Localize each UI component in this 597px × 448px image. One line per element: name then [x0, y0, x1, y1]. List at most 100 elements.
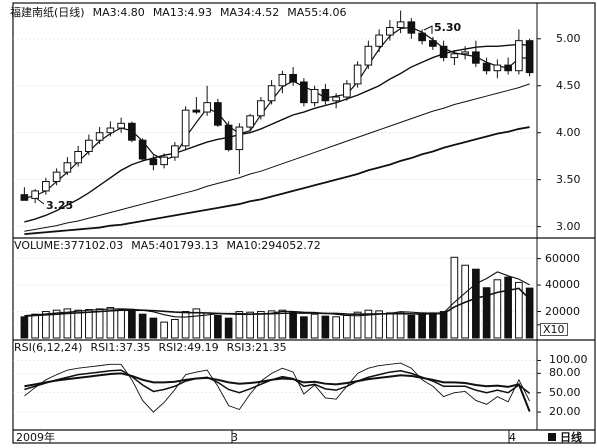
candle-up — [95, 132, 104, 141]
rsi-header: RSI(6,12,24) RSI1:37.35 RSI2:49.19 RSI3:21.… — [14, 342, 295, 354]
volume-bar-up — [343, 315, 351, 339]
volume-ma5-line — [24, 271, 530, 318]
volume-bar-up — [267, 310, 276, 339]
candle-up — [375, 34, 383, 47]
rsi-tick-label: 80.00 — [549, 366, 581, 380]
volume-ma10-line — [24, 287, 531, 317]
candle-down — [429, 40, 437, 47]
volume-bar-down — [300, 316, 308, 339]
volume-tick-label: 60000 — [545, 251, 580, 265]
volume-bar-up — [386, 312, 394, 339]
candle-up — [257, 100, 265, 117]
volume-bar-up — [160, 321, 168, 339]
volume-tick-label: 20000 — [545, 304, 580, 318]
volume-bar-up — [310, 313, 319, 339]
candle-up — [332, 96, 340, 102]
volume-bar-up — [450, 256, 459, 339]
candle-down — [138, 139, 147, 160]
candle-up — [353, 64, 362, 85]
vol-ma10-readout: MA10:294052.72 — [226, 239, 321, 252]
candle-up — [396, 21, 405, 29]
volume-bar-up — [353, 311, 362, 339]
candle-up — [310, 88, 319, 104]
candle-down — [525, 40, 534, 74]
volume-bar-down — [321, 315, 330, 339]
candle-down — [300, 81, 308, 104]
candle-up — [117, 122, 125, 129]
volume-unit-label: X10 — [540, 323, 568, 336]
chart-frame — [12, 2, 596, 444]
volume-bar-up — [515, 281, 523, 339]
rsi3-readout: RSI3:21.35 — [226, 341, 287, 354]
price-tick-label: 3.50 — [556, 172, 581, 186]
price-tick-label: 4.00 — [556, 125, 581, 139]
low-annotation: 3.25 — [46, 199, 74, 212]
volume-bar-up — [117, 308, 125, 339]
candle-down — [504, 64, 512, 72]
volume-bar-up — [364, 309, 373, 339]
candle-up — [386, 27, 394, 36]
volume-bar-up — [85, 309, 93, 339]
high-pointer — [423, 25, 433, 34]
ma34-readout: MA34:4.52 — [220, 6, 280, 19]
volume-bar-up — [396, 311, 405, 339]
volume-bar-down — [482, 287, 491, 339]
volume-bar-up — [375, 310, 383, 339]
volume-bar-up — [181, 311, 190, 339]
rsi-rsi1-line — [24, 362, 531, 413]
candle-up — [515, 40, 523, 72]
volume-bar-down — [472, 268, 480, 339]
candle-up — [278, 73, 287, 87]
volume-bar-down — [20, 316, 29, 339]
volume-bar-down — [418, 313, 426, 339]
candle-up — [246, 115, 254, 128]
period-marker-icon — [548, 433, 556, 441]
x-label-march: 3 — [231, 431, 238, 444]
volume-bar-down — [429, 312, 437, 339]
x-label-april: 4 — [509, 431, 516, 444]
volume-tick-label: 40000 — [545, 278, 580, 292]
price-ma3-line — [24, 26, 530, 200]
candle-up — [106, 127, 115, 134]
candle-up — [171, 145, 179, 158]
volume-bar-up — [63, 308, 72, 339]
volume-bar-up — [278, 309, 287, 339]
volume-bar-up — [257, 311, 265, 339]
candle-up — [493, 64, 502, 72]
rsi1-readout: RSI1:37.35 — [90, 341, 151, 354]
volume-readout: VOLUME:377102.03 — [14, 239, 124, 252]
volume-bar-up — [31, 313, 39, 339]
x-label-2009: 2009年 — [16, 431, 55, 444]
volume-bar-down — [525, 287, 534, 339]
volume-header: VOLUME:377102.03 MA5:401793.13 MA10:294052… — [14, 240, 329, 252]
candle-down — [482, 62, 491, 72]
volume-bar-up — [171, 318, 179, 339]
volume-bar-up — [203, 312, 211, 339]
candle-down — [128, 122, 136, 141]
rsi-tick-label: 100.00 — [549, 353, 588, 367]
vol-ma5-readout: MA5:401793.13 — [131, 239, 219, 252]
rsi2-readout: RSI2:49.19 — [158, 341, 219, 354]
ma13-readout: MA13:4.93 — [152, 6, 213, 19]
candle-up — [450, 53, 459, 59]
volume-bar-up — [106, 307, 115, 339]
candle-up — [52, 171, 61, 183]
price-tick-label: 3.00 — [556, 219, 581, 233]
candle-up — [364, 45, 373, 66]
volume-bar-up — [235, 311, 244, 339]
volume-bar-up — [74, 309, 82, 339]
candle-down — [149, 158, 158, 166]
candle-up — [267, 85, 276, 102]
candle-down — [407, 21, 416, 34]
stock-title: 福建南纸(日线) — [10, 6, 85, 19]
rsi-title: RSI(6,12,24) — [14, 341, 83, 354]
rsi-rsi3-line — [24, 372, 531, 412]
candle-up — [461, 51, 469, 55]
volume-bar-down — [224, 317, 233, 339]
volume-bar-up — [192, 308, 201, 339]
candle-up — [343, 83, 351, 98]
volume-bar-down — [138, 313, 147, 339]
candle-up — [235, 126, 244, 151]
